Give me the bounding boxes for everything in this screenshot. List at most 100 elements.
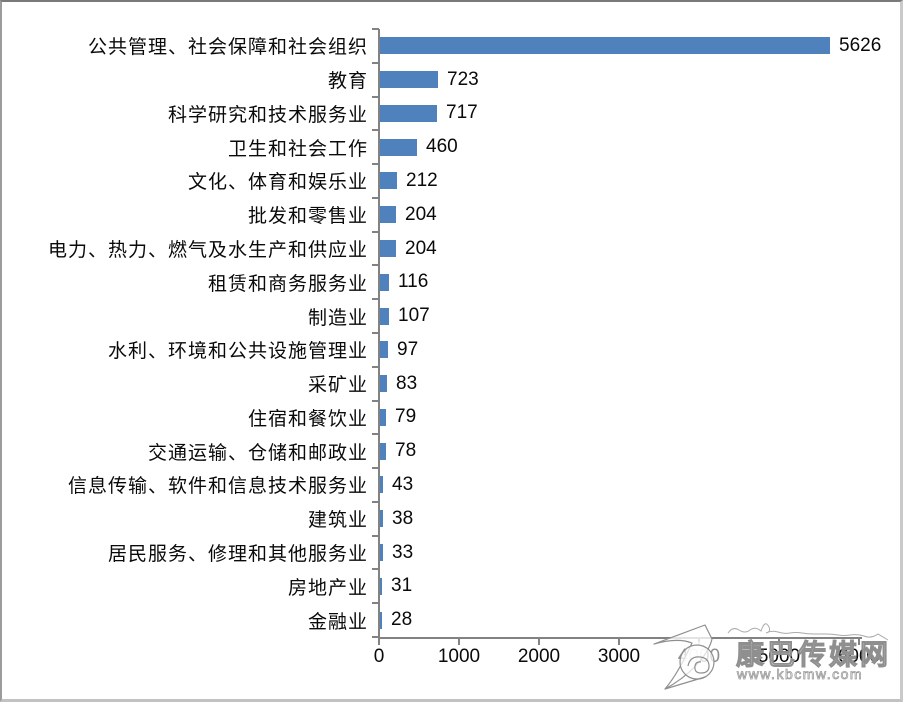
- category-tick: [372, 95, 379, 98]
- category-label: 居民服务、修理和其他服务业: [107, 544, 368, 566]
- bar: [380, 206, 396, 224]
- value-label: 79: [395, 406, 417, 428]
- value-tick-label: 5000: [757, 646, 801, 667]
- bar-row: 租赁和商务服务业 116: [2, 265, 900, 299]
- value-tick: [538, 637, 540, 645]
- value-tick: [778, 637, 780, 645]
- value-tick-label: 2000: [517, 646, 561, 667]
- value-tick: [698, 637, 700, 645]
- category-label: 租赁和商务服务业: [207, 273, 368, 295]
- category-tick: [372, 433, 379, 436]
- value-label: 28: [391, 609, 413, 631]
- bar-row: 公共管理、社会保障和社会组织 5626: [2, 29, 900, 63]
- value-tick: [458, 637, 460, 645]
- value-label: 33: [392, 541, 414, 563]
- bar-row: 居民服务、修理和其他服务业 33: [2, 536, 900, 570]
- value-tick-label: 3000: [597, 646, 641, 667]
- bar-row: 金融业 28: [2, 603, 900, 637]
- category-tick: [372, 28, 379, 30]
- category-tick: [372, 61, 379, 64]
- bar-row: 住宿和餐饮业 79: [2, 401, 900, 435]
- category-tick: [372, 399, 379, 402]
- bar: [380, 442, 386, 460]
- value-tick: [858, 637, 860, 645]
- value-label: 107: [398, 305, 430, 327]
- value-tick-label: 6000: [837, 646, 881, 667]
- category-label: 卫生和社会工作: [227, 138, 368, 160]
- category-label: 水利、环境和公共设施管理业: [107, 341, 368, 363]
- bar-row: 教育 723: [2, 63, 900, 97]
- category-label: 交通运输、仓储和邮政业: [147, 442, 368, 464]
- category-tick: [372, 163, 379, 166]
- category-label: 公共管理、社会保障和社会组织: [87, 37, 368, 59]
- category-label: 房地产业: [287, 577, 368, 599]
- bar: [380, 375, 387, 393]
- category-label: 采矿业: [307, 375, 368, 397]
- category-label: 住宿和餐饮业: [247, 408, 368, 430]
- bar: [380, 71, 438, 89]
- category-label: 教育: [327, 71, 368, 93]
- bar: [380, 611, 382, 629]
- value-label: 83: [396, 372, 418, 394]
- bar-row: 信息传输、软件和信息技术服务业 43: [2, 468, 900, 502]
- value-label: 5626: [839, 34, 882, 56]
- bar: [380, 138, 417, 156]
- bar: [380, 510, 383, 528]
- value-label: 78: [395, 440, 417, 462]
- value-label: 723: [447, 68, 479, 90]
- value-label: 38: [392, 507, 414, 529]
- bar: [380, 408, 386, 426]
- category-tick: [372, 534, 379, 537]
- bar: [380, 273, 389, 291]
- value-label: 212: [406, 169, 438, 191]
- category-label: 制造业: [307, 307, 368, 329]
- category-tick: [372, 298, 379, 301]
- bar-row: 科学研究和技术服务业 717: [2, 97, 900, 131]
- bar: [380, 172, 397, 190]
- value-tick-label: 4000: [677, 646, 721, 667]
- bar-row: 文化、体育和娱乐业 212: [2, 164, 900, 198]
- value-label: 204: [405, 237, 437, 259]
- bar: [380, 240, 396, 258]
- value-label: 717: [446, 102, 478, 124]
- bar: [380, 307, 389, 325]
- category-tick: [372, 636, 379, 638]
- value-tick-label: 1000: [437, 646, 481, 667]
- value-label: 204: [405, 203, 437, 225]
- bar-row: 交通运输、仓储和邮政业 78: [2, 434, 900, 468]
- bar: [380, 577, 382, 595]
- value-label: 31: [391, 575, 413, 597]
- category-label: 电力、热力、燃气及水生产和供应业: [47, 240, 368, 262]
- bar: [380, 104, 437, 122]
- value-label: 460: [426, 136, 458, 158]
- category-tick: [372, 365, 379, 368]
- value-tick: [618, 637, 620, 645]
- bar-row: 电力、热力、燃气及水生产和供应业 204: [2, 232, 900, 266]
- category-tick: [372, 467, 379, 470]
- category-tick: [372, 500, 379, 503]
- category-tick: [372, 196, 379, 199]
- category-tick: [372, 129, 379, 132]
- category-label: 建筑业: [307, 510, 368, 532]
- value-axis-line: [378, 637, 862, 639]
- category-tick: [372, 230, 379, 233]
- bar: [380, 544, 383, 562]
- bar: [380, 341, 388, 359]
- value-label: 97: [397, 338, 419, 360]
- bar-row: 房地产业 31: [2, 569, 900, 603]
- value-tick-label: 0: [373, 646, 385, 667]
- bar-row: 批发和零售业 204: [2, 198, 900, 232]
- category-tick: [372, 264, 379, 267]
- bar: [380, 476, 383, 494]
- category-tick: [372, 332, 379, 334]
- value-tick: [378, 637, 380, 645]
- bar-row: 水利、环境和公共设施管理业 97: [2, 333, 900, 367]
- category-label: 文化、体育和娱乐业: [187, 172, 368, 194]
- category-tick: [372, 568, 379, 571]
- value-label: 43: [392, 473, 414, 495]
- category-label: 金融业: [307, 611, 368, 633]
- category-tick: [372, 602, 379, 605]
- category-axis-line: [378, 29, 380, 639]
- bar-row: 建筑业 38: [2, 502, 900, 536]
